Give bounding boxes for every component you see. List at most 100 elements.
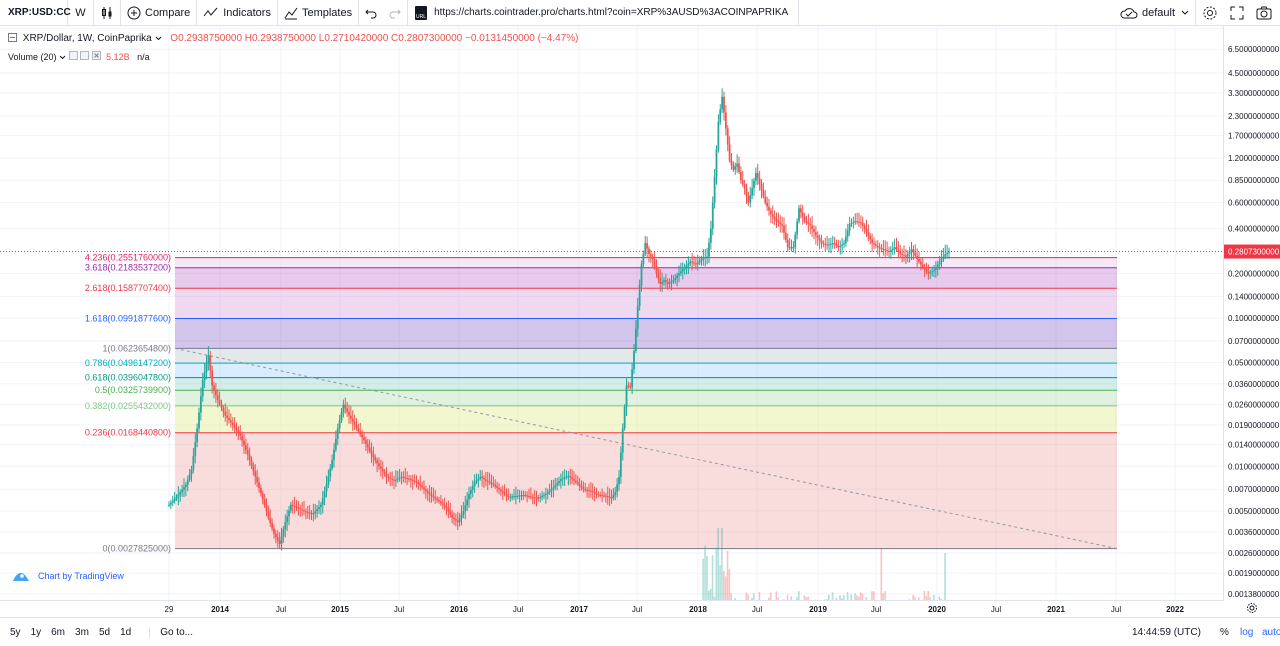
volume-bar [847, 592, 849, 600]
candle-body [251, 460, 253, 466]
candle-body [562, 478, 564, 479]
candle-body [689, 262, 691, 264]
candle-body [185, 485, 187, 487]
candle-body [717, 122, 719, 149]
candle-body [839, 246, 841, 247]
candle-body [781, 224, 783, 225]
fib-band [175, 378, 1117, 391]
settings-icon[interactable] [80, 51, 89, 60]
indicators-label: Indicators [223, 7, 271, 19]
price-tick-label: 0.6000000000 [1228, 199, 1280, 208]
eye-icon[interactable] [69, 51, 78, 60]
volume-bar [881, 548, 883, 600]
candle-body [849, 224, 851, 230]
candle-body [292, 505, 294, 506]
candle-body [504, 493, 506, 494]
chevron-down-icon[interactable] [155, 36, 162, 41]
candle-body [800, 208, 802, 212]
candle-body [652, 257, 654, 259]
volume-title[interactable]: Volume (20) [8, 52, 57, 62]
range-5d[interactable]: 5d [99, 627, 110, 638]
price-tick-label: 0.0190000000 [1228, 421, 1280, 430]
tradingview-branding[interactable]: Chart by TradingView [12, 570, 124, 582]
candle-body [449, 511, 451, 514]
candle-body [901, 254, 903, 255]
price-axis[interactable]: 6.50000000004.50000000003.30000000002.30… [1223, 26, 1280, 600]
clock[interactable]: 14:44:59 (UTC) [1132, 627, 1201, 638]
plus-circle-icon [127, 6, 141, 20]
price-tick-label: 2.3000000000 [1228, 112, 1280, 121]
candle-body [515, 496, 517, 497]
gear-icon [1246, 602, 1258, 614]
candle-body [344, 405, 346, 409]
candle-body [207, 355, 209, 363]
candle-body [581, 486, 583, 488]
candle-body [584, 489, 586, 490]
series-title[interactable]: XRP/Dollar, 1W, CoinPaprika [23, 33, 152, 44]
candle-body [875, 244, 877, 245]
interval-label: W [75, 7, 85, 19]
volume-bar [854, 593, 856, 600]
time-tick-label: 2020 [928, 605, 946, 614]
chevron-down-icon[interactable] [59, 55, 66, 60]
candle-body [629, 387, 631, 388]
candle-body [819, 238, 821, 241]
candle-body [869, 236, 871, 240]
fullscreen-button[interactable] [1224, 0, 1250, 25]
screenshot-button[interactable] [1250, 0, 1280, 25]
layout-dropdown[interactable]: default [1114, 0, 1196, 25]
log-toggle[interactable]: log [1240, 627, 1253, 638]
collapse-icon[interactable] [8, 33, 17, 42]
candle-body [941, 259, 943, 262]
volume-bar [716, 548, 718, 600]
candle-body [659, 279, 661, 284]
candle-body [761, 184, 763, 190]
symbol-search[interactable]: XRP:USD:CC [0, 0, 68, 25]
redo-button[interactable] [383, 0, 408, 25]
range-1d[interactable]: 1d [120, 627, 131, 638]
price-tick-label: 3.3000000000 [1228, 89, 1280, 98]
percent-toggle[interactable]: % [1220, 627, 1229, 638]
candle-body [905, 256, 907, 257]
candle-body [813, 229, 815, 232]
candle-body [740, 172, 742, 180]
auto-toggle[interactable]: auto [1262, 627, 1280, 638]
candle-body [764, 196, 766, 202]
candle-body [305, 511, 307, 512]
range-3m[interactable]: 3m [75, 627, 89, 638]
templates-button[interactable]: Templates [278, 0, 359, 25]
candle-body [367, 444, 369, 448]
candle-body [459, 518, 461, 522]
range-1y[interactable]: 1y [31, 627, 42, 638]
compare-button[interactable]: Compare [121, 0, 197, 25]
indicators-button[interactable]: Indicators [197, 0, 278, 25]
candle-body [837, 246, 839, 247]
candle-body [669, 283, 671, 284]
candle-body [372, 455, 374, 458]
candle-body [249, 455, 251, 461]
close-icon[interactable] [92, 51, 101, 60]
chart-style-button[interactable] [94, 0, 121, 25]
price-chart[interactable]: 0(0.0027825000)0.236(0.0168440800)0.382(… [0, 26, 1224, 600]
candle-body [245, 445, 247, 450]
range-5y[interactable]: 5y [10, 627, 21, 638]
settings-button[interactable] [1196, 0, 1224, 25]
candle-body [237, 430, 239, 433]
undo-button[interactable] [359, 0, 383, 25]
candle-body [453, 518, 455, 519]
candle-body [260, 488, 262, 494]
candle-body [174, 499, 176, 501]
candle-body [254, 471, 256, 477]
goto-button[interactable]: Go to... [149, 627, 193, 638]
interval-button[interactable]: W [68, 0, 94, 25]
candle-body [215, 390, 217, 395]
candle-body [277, 537, 279, 540]
candle-body [170, 503, 172, 505]
candle-body [687, 263, 689, 265]
volume-bar [725, 576, 727, 600]
time-tick-label: 2022 [1166, 605, 1184, 614]
range-6m[interactable]: 6m [51, 627, 65, 638]
candle-body [457, 521, 459, 522]
url-field[interactable]: URL https://charts.cointrader.pro/charts… [408, 0, 799, 25]
